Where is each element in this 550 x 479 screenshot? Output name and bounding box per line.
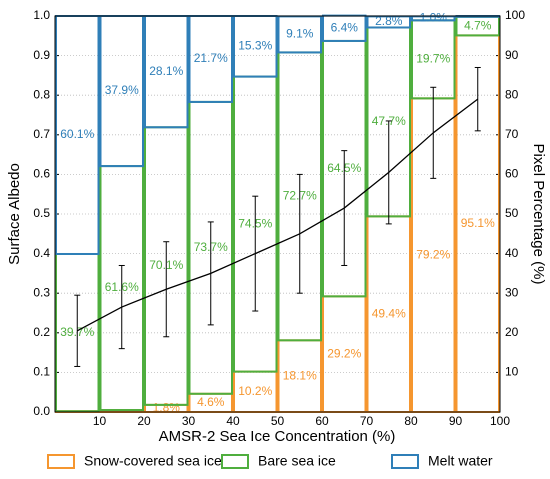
x-tick-label: 20 <box>137 414 151 428</box>
plot-frame <box>54 15 501 413</box>
legend-label: Snow-covered sea ice <box>84 453 222 469</box>
y2-tick-label: 100 <box>505 8 525 22</box>
x-tick-label: 80 <box>404 414 418 428</box>
legend-label: Melt water <box>428 453 493 469</box>
y-tick-label: 0.1 <box>33 365 50 379</box>
data-label: 15.3% <box>238 38 272 52</box>
data-label: 49.4% <box>372 306 406 320</box>
data-label: 9.1% <box>286 27 314 41</box>
data-label: 21.7% <box>194 51 228 65</box>
y-tick-label: 0.3 <box>33 285 50 299</box>
y-axis-label: Surface Albedo <box>6 163 23 265</box>
x-tick-label: 100 <box>490 414 510 428</box>
y2-tick-label: 70 <box>505 127 519 141</box>
y-tick-label: 1.0 <box>33 8 50 22</box>
y2-tick-label: 50 <box>505 206 519 220</box>
data-label: 29.2% <box>327 346 361 360</box>
y-tick-label: 0.8 <box>33 87 50 101</box>
legend-swatch <box>221 454 249 469</box>
y2-tick-label: 10 <box>505 365 519 379</box>
legend-swatch <box>47 454 75 469</box>
x-tick-label: 90 <box>449 414 463 428</box>
legend-label: Bare sea ice <box>258 453 336 469</box>
y-tick-label: 0.7 <box>33 127 50 141</box>
data-label: 10.2% <box>238 384 272 398</box>
y2-tick-label: 30 <box>505 285 519 299</box>
x-tick-label: 10 <box>93 414 107 428</box>
y-tick-label: 0.5 <box>33 206 50 220</box>
y2-tick-label: 40 <box>505 246 519 260</box>
albedo-line <box>76 98 479 332</box>
x-axis-label: AMSR-2 Sea Ice Concentration (%) <box>159 428 396 445</box>
y-tick-label: 0.2 <box>33 325 50 339</box>
y2-tick-label: 90 <box>505 48 519 62</box>
y-tick-label: 0.4 <box>33 246 50 260</box>
y2-tick-label: 20 <box>505 325 519 339</box>
x-tick-label: 70 <box>360 414 374 428</box>
y2-tick-label: 80 <box>505 87 519 101</box>
y2-tick-label: 60 <box>505 167 519 181</box>
data-label: 2.8% <box>375 14 403 28</box>
y-tick-label: 0.0 <box>33 404 50 418</box>
x-tick-label: 50 <box>271 414 285 428</box>
data-label: 95.1% <box>461 216 495 230</box>
y2-axis-label: Pixel Percentage (%) <box>530 144 547 285</box>
y-tick-label: 0.9 <box>33 48 50 62</box>
data-label: 6.4% <box>331 20 359 34</box>
data-label: 4.7% <box>464 18 492 32</box>
x-tick-label: 40 <box>226 414 240 428</box>
data-label: 60.1% <box>60 127 94 141</box>
y-tick-label: 0.6 <box>33 167 50 181</box>
data-label: 19.7% <box>416 52 450 66</box>
data-label: 79.2% <box>416 247 450 261</box>
data-label: 28.1% <box>149 64 183 78</box>
x-tick-label: 30 <box>182 414 196 428</box>
data-label: 37.9% <box>105 83 139 97</box>
data-label: 18.1% <box>283 368 317 382</box>
data-label: 1.0% <box>420 11 448 25</box>
data-label: 1.8% <box>153 401 181 415</box>
x-tick-label: 60 <box>315 414 329 428</box>
data-label: 4.6% <box>197 395 225 409</box>
legend-swatch <box>391 454 419 469</box>
